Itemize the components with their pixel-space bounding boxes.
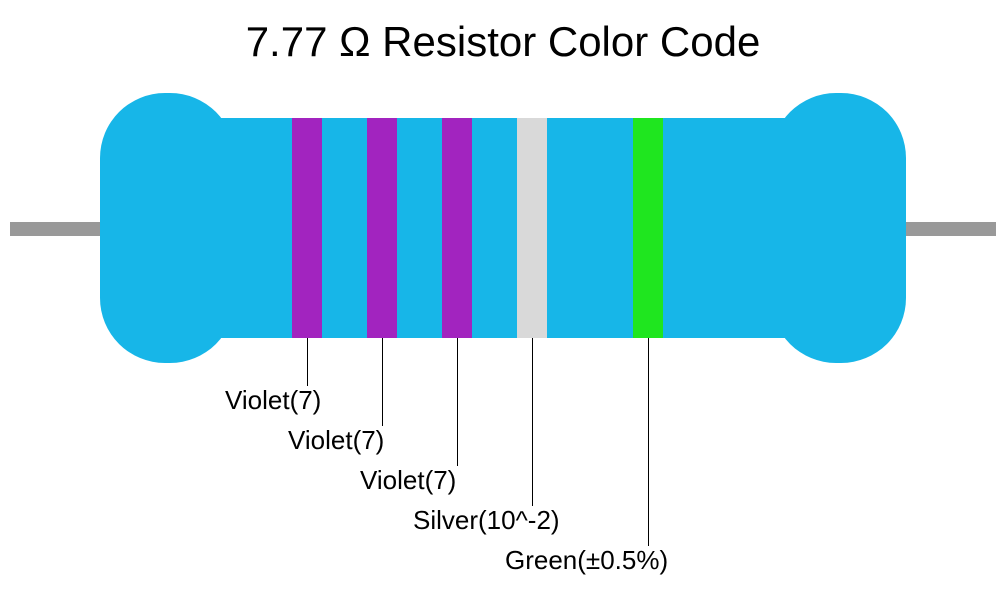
label-5: Green(±0.5%) [505, 545, 668, 576]
band-2 [367, 118, 397, 338]
callout-line-2 [382, 338, 383, 426]
label-4: Silver(10^-2) [413, 505, 560, 536]
band-5 [633, 118, 663, 338]
callout-line-4 [532, 338, 533, 506]
callout-line-5 [648, 338, 649, 546]
callout-line-1 [307, 338, 308, 386]
band-1 [292, 118, 322, 338]
label-2: Violet(7) [288, 425, 384, 456]
diagram-stage: 7.77 Ω Resistor Color Code Violet(7) Vio… [0, 0, 1006, 607]
callout-line-3 [457, 338, 458, 466]
page-title: 7.77 Ω Resistor Color Code [0, 18, 1006, 66]
label-3: Violet(7) [360, 465, 456, 496]
label-1: Violet(7) [225, 385, 321, 416]
resistor-body [190, 118, 816, 338]
band-3 [442, 118, 472, 338]
band-4 [517, 118, 547, 338]
